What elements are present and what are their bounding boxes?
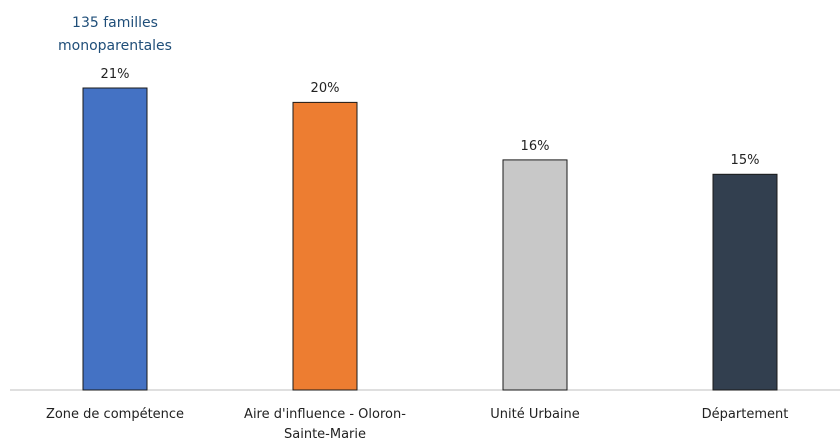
bar [292,101,358,391]
value-label: 16% [520,138,550,154]
x-tick-label: Département [701,407,789,422]
x-tick-label: Aire d'influence - Oloron-Sainte-Marie [244,407,406,442]
annotation: 135 familles monoparentales [58,15,172,54]
value-label: 21% [100,67,130,82]
x-tick-label: Unité Urbaine [490,407,580,422]
bar [502,159,568,391]
value-label: 20% [310,81,340,97]
bar [82,87,148,391]
x-tick-label: Zone de compétence [45,407,185,422]
value-label: 15% [730,153,760,169]
bar [712,173,778,391]
